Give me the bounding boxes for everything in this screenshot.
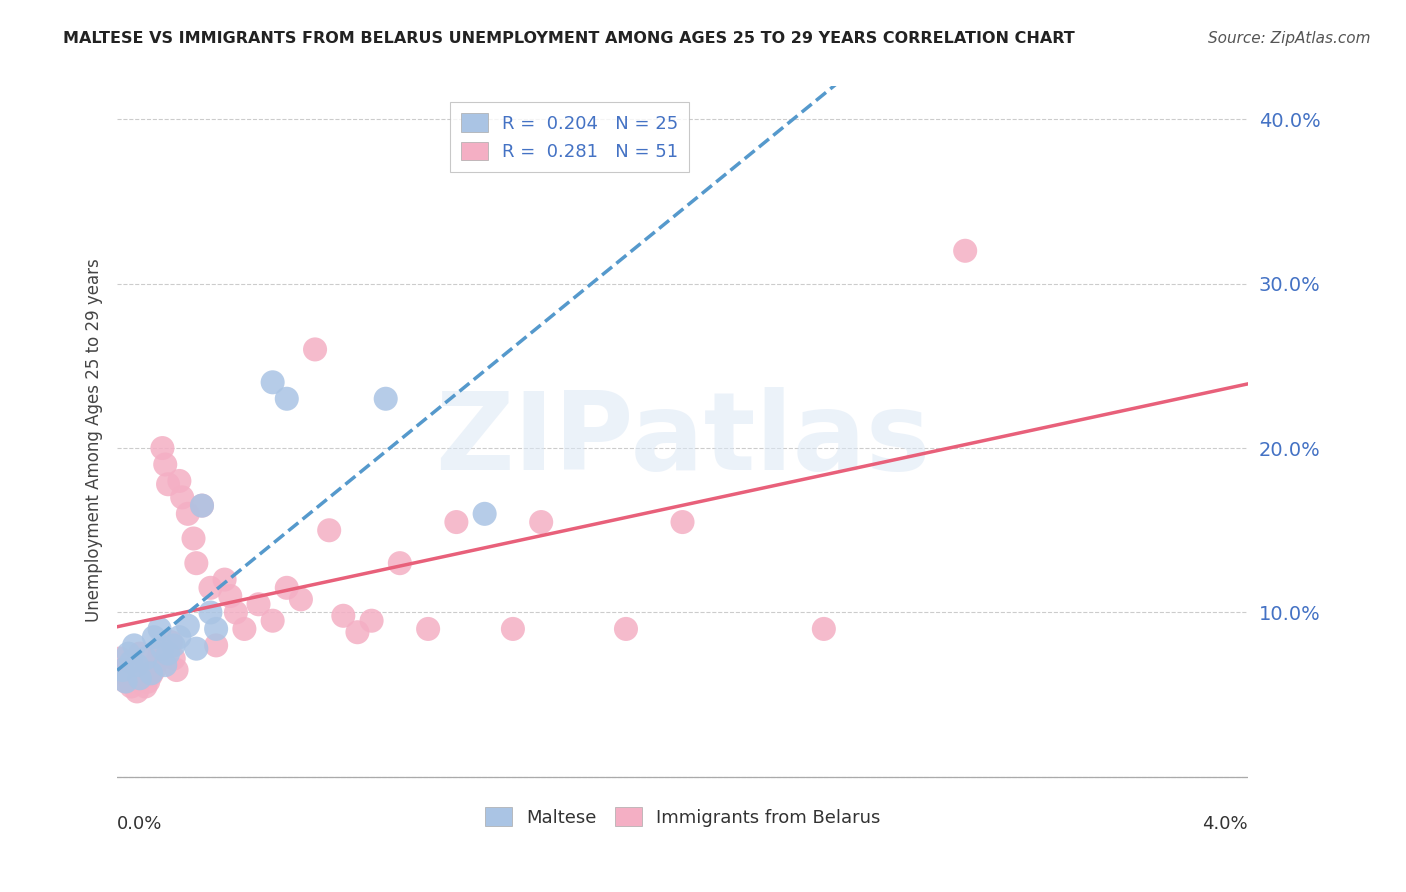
Point [149, 647, 172, 661]
Point [205, 622, 228, 636]
Text: MALTESE VS IMMIGRANTS FROM BELARUS UNEMPLOYMENT AMONG AGES 25 TO 29 YEARS CORREL: MALTESE VS IMMIGRANTS FROM BELARUS UNEMP… [63, 31, 1076, 46]
Point [200, 581, 222, 595]
Point [304, 343, 326, 357]
Point [474, 507, 496, 521]
Point [614, 622, 637, 636]
Point [114, 674, 136, 689]
Point [262, 614, 284, 628]
Point [276, 581, 298, 595]
Point [155, 458, 177, 472]
Point [157, 647, 180, 661]
Point [374, 392, 396, 406]
Point [117, 647, 139, 661]
Point [502, 622, 524, 636]
Point [191, 499, 214, 513]
Point [108, 651, 131, 665]
Point [177, 507, 200, 521]
Point [214, 573, 236, 587]
Point [530, 515, 553, 529]
Point [290, 592, 312, 607]
Point [139, 666, 162, 681]
Point [219, 589, 242, 603]
Point [155, 658, 177, 673]
Point [332, 608, 354, 623]
Point [160, 635, 183, 649]
Point [247, 597, 270, 611]
Point [276, 392, 298, 406]
Point [262, 376, 284, 390]
Text: Source: ZipAtlas.com: Source: ZipAtlas.com [1208, 31, 1371, 46]
Point [120, 680, 142, 694]
Point [388, 556, 411, 570]
Point [128, 671, 150, 685]
Point [953, 244, 976, 258]
Point [169, 474, 191, 488]
Point [177, 618, 200, 632]
Point [134, 651, 156, 665]
Point [136, 674, 159, 689]
Point [183, 532, 205, 546]
Point [191, 499, 214, 513]
Point [122, 658, 145, 673]
Point [125, 684, 148, 698]
Point [128, 647, 150, 661]
Point [131, 671, 153, 685]
Point [172, 491, 194, 505]
Point [122, 639, 145, 653]
Point [157, 477, 180, 491]
Point [416, 622, 439, 636]
Point [318, 523, 340, 537]
Text: ZIPatlas: ZIPatlas [434, 387, 931, 493]
Point [163, 639, 186, 653]
Point [149, 622, 172, 636]
Point [446, 515, 468, 529]
Point [117, 671, 139, 685]
Point [114, 674, 136, 689]
Text: 0.0%: 0.0% [117, 814, 163, 832]
Point [205, 639, 228, 653]
Point [169, 630, 191, 644]
Point [152, 441, 174, 455]
Point [139, 668, 162, 682]
Point [233, 622, 256, 636]
Point [142, 663, 165, 677]
Point [120, 655, 142, 669]
Point [125, 658, 148, 673]
Point [346, 625, 368, 640]
Text: 4.0%: 4.0% [1202, 814, 1249, 832]
Y-axis label: Unemployment Among Ages 25 to 29 years: Unemployment Among Ages 25 to 29 years [86, 258, 103, 622]
Point [152, 641, 174, 656]
Point [166, 663, 188, 677]
Legend: Maltese, Immigrants from Belarus: Maltese, Immigrants from Belarus [478, 800, 887, 834]
Point [671, 515, 693, 529]
Point [134, 680, 156, 694]
Point [813, 622, 835, 636]
Point [186, 641, 208, 656]
Point [142, 630, 165, 644]
Point [111, 663, 134, 677]
Point [163, 651, 186, 665]
Point [186, 556, 208, 570]
Point [145, 655, 167, 669]
Point [360, 614, 382, 628]
Point [111, 663, 134, 677]
Point [200, 606, 222, 620]
Point [225, 606, 247, 620]
